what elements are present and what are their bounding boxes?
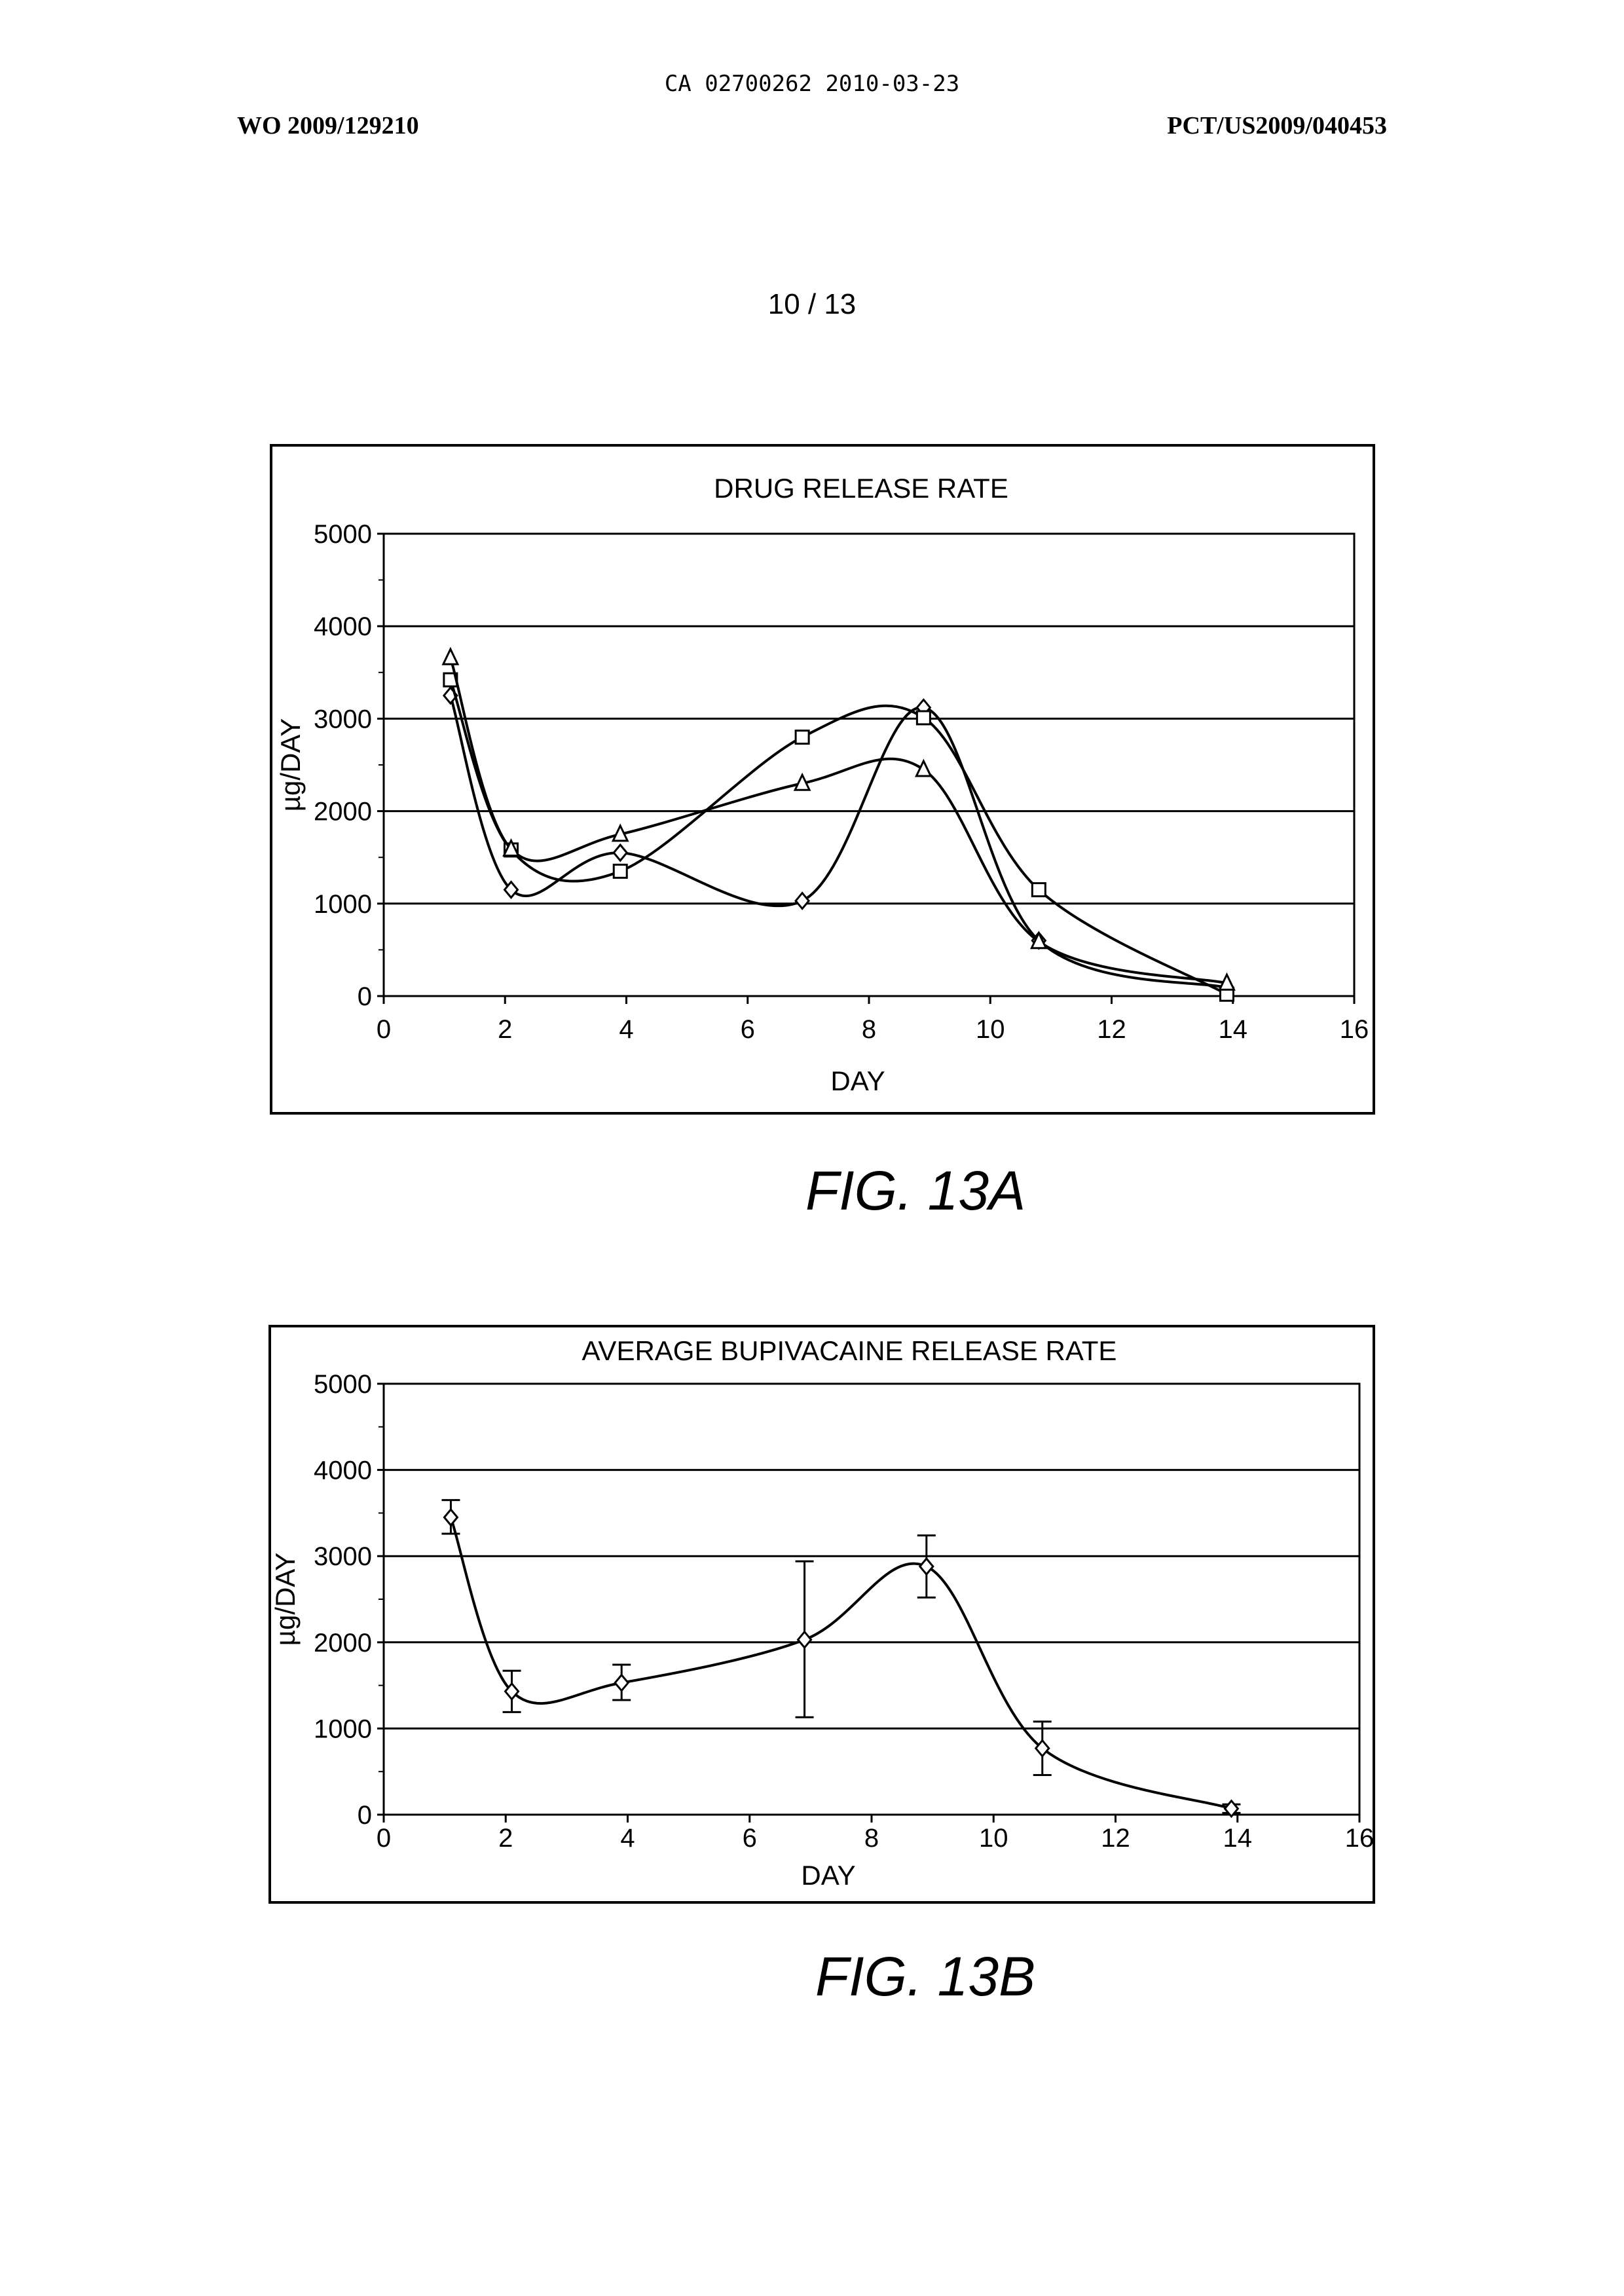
x-tick-label: 10 bbox=[979, 1824, 1008, 1853]
figure-label-13b: FIG. 13B bbox=[815, 1945, 1035, 2009]
y-tick-label: 4000 bbox=[314, 1456, 372, 1485]
x-tick-label: 2 bbox=[498, 1015, 512, 1044]
data-point-square bbox=[1032, 883, 1045, 897]
y-tick-label: 1000 bbox=[314, 890, 372, 919]
y-tick-label: 0 bbox=[358, 982, 372, 1011]
data-point-diamond bbox=[920, 1559, 933, 1574]
series-line-triangle bbox=[451, 657, 1227, 983]
x-tick-label: 6 bbox=[743, 1824, 757, 1853]
x-tick-label: 6 bbox=[741, 1015, 755, 1044]
figure-label-13a: FIG. 13A bbox=[805, 1159, 1025, 1223]
chart-title: AVERAGE BUPIVACAINE RELEASE RATE bbox=[582, 1335, 1117, 1366]
x-axis-label: DAY bbox=[801, 1860, 855, 1891]
y-tick-label: 2000 bbox=[314, 798, 372, 826]
data-point-diamond bbox=[798, 1632, 811, 1648]
x-tick-label: 4 bbox=[620, 1824, 635, 1853]
x-tick-label: 14 bbox=[1223, 1824, 1253, 1853]
x-tick-label: 16 bbox=[1345, 1824, 1375, 1853]
chart-title: DRUG RELEASE RATE bbox=[714, 473, 1008, 504]
y-tick-label: 2000 bbox=[314, 1629, 372, 1657]
x-tick-label: 12 bbox=[1097, 1015, 1126, 1044]
x-tick-label: 12 bbox=[1101, 1824, 1130, 1853]
data-point-diamond bbox=[614, 845, 627, 861]
chart-frame bbox=[270, 1326, 1374, 1902]
y-tick-label: 3000 bbox=[314, 705, 372, 733]
chart-13b: 0 1000 2000 3000 4000 5000 0 2 4 6 8 10 12 14 16 AVERAG… bbox=[270, 1326, 1374, 1902]
x-tick-label: 0 bbox=[377, 1015, 391, 1044]
series-line-square bbox=[451, 680, 1227, 994]
x-tick-label: 0 bbox=[377, 1824, 391, 1853]
x-tick-label: 8 bbox=[864, 1824, 879, 1853]
x-tick-label: 14 bbox=[1219, 1015, 1248, 1044]
y-axis-label: µg/DAY bbox=[270, 1553, 301, 1646]
x-tick-label: 2 bbox=[498, 1824, 513, 1853]
data-point-square bbox=[796, 731, 809, 744]
plot-area bbox=[384, 534, 1354, 996]
plot-area bbox=[384, 1384, 1359, 1815]
y-tick-label: 4000 bbox=[314, 612, 372, 641]
data-point-triangle bbox=[916, 761, 931, 776]
y-tick-label: 5000 bbox=[314, 1370, 372, 1399]
x-tick-label: 16 bbox=[1340, 1015, 1369, 1044]
x-tick-label: 4 bbox=[619, 1015, 633, 1044]
data-point-diamond bbox=[444, 1509, 457, 1525]
data-point-diamond bbox=[615, 1675, 628, 1691]
y-axis-label: µg/DAY bbox=[275, 718, 306, 811]
data-point-diamond bbox=[796, 893, 809, 909]
x-tick-label: 8 bbox=[862, 1015, 876, 1044]
data-point-square bbox=[614, 864, 627, 878]
y-tick-label: 5000 bbox=[314, 520, 372, 549]
data-point-triangle bbox=[443, 649, 458, 664]
data-point-square bbox=[917, 711, 930, 724]
y-tick-label: 3000 bbox=[314, 1542, 372, 1571]
y-tick-label: 0 bbox=[358, 1801, 372, 1830]
series-line-diamond bbox=[451, 695, 1227, 988]
x-axis-label: DAY bbox=[830, 1065, 885, 1096]
chart-frame bbox=[271, 445, 1374, 1113]
y-tick-label: 1000 bbox=[314, 1714, 372, 1743]
series-line-diamond bbox=[451, 1517, 1231, 1809]
chart-13a: 0 1000 2000 3000 4000 5000 0 2 4 6 8 10 12 14 16 DRUG R… bbox=[271, 445, 1374, 1113]
x-tick-label: 10 bbox=[976, 1015, 1005, 1044]
